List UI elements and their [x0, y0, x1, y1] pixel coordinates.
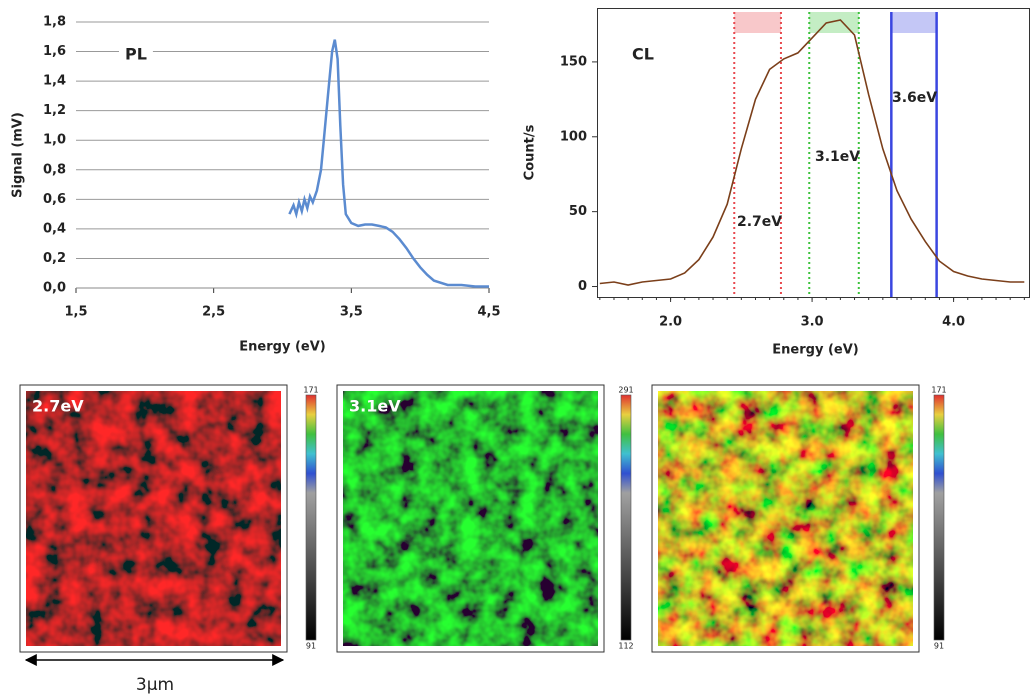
x-tick-label: 2.0 [659, 315, 682, 330]
colorbar-min: 91 [306, 642, 316, 651]
y-tick-label: 0,2 [43, 251, 66, 266]
y-tick-label: 1,0 [43, 133, 66, 148]
y-tick-label: 0,8 [43, 162, 66, 177]
colorbar-min: 112 [618, 642, 633, 651]
y-tick-label: 0,4 [43, 221, 66, 236]
colorbar-min: 91 [934, 642, 944, 651]
x-tick-label: 3,5 [340, 305, 363, 320]
band-shade [891, 12, 937, 33]
plot-frame [597, 8, 1030, 298]
x-tick-label: 3.0 [801, 315, 824, 330]
x-tick-label: 4,5 [477, 305, 500, 320]
y-tick-label: 1,8 [43, 15, 66, 30]
chart-title: CL [632, 45, 654, 64]
y-tick-label: 1,6 [43, 44, 66, 59]
y-tick-label: 0 [578, 279, 587, 294]
x-tick-label: 2,5 [202, 305, 225, 320]
y-tick-label: 1,2 [43, 103, 66, 118]
y-tick-label: 1,4 [43, 74, 66, 89]
colorbar-max: 291 [618, 386, 633, 395]
band-shade [734, 12, 781, 33]
y-tick-label: 100 [560, 129, 587, 144]
map-label: 2.7eV [32, 397, 84, 416]
colorbar-max: 171 [931, 386, 946, 395]
x-axis-label: Energy (eV) [772, 343, 858, 358]
data-line [288, 39, 489, 288]
x-axis-label: Energy (eV) [239, 340, 325, 355]
title-bg [119, 42, 153, 66]
map-image [658, 391, 913, 646]
colorbar [305, 394, 317, 641]
data-line [599, 19, 1025, 286]
colorbar [933, 394, 945, 641]
scale-bar-label: 3μm [136, 675, 174, 695]
band-label: 3.1eV [815, 149, 860, 165]
y-tick-label: 150 [560, 54, 587, 69]
map-image [343, 391, 598, 646]
x-tick-label: 1,5 [64, 305, 87, 320]
y-axis-label: Signal (mV) [11, 112, 26, 198]
map-label: 3.1eV [349, 397, 401, 416]
map-image [26, 391, 281, 646]
colorbar-max: 171 [303, 386, 318, 395]
colorbar [620, 394, 632, 641]
band-label: 2.7eV [737, 214, 782, 230]
y-tick-label: 0,0 [43, 281, 66, 296]
band-label: 3.6eV [892, 90, 937, 106]
x-tick-label: 4.0 [942, 315, 965, 330]
y-tick-label: 0,6 [43, 192, 66, 207]
y-axis-label: Count/s [523, 124, 538, 180]
y-tick-label: 50 [569, 204, 587, 219]
chart-title: PL [125, 45, 147, 64]
band-shade [809, 12, 859, 33]
